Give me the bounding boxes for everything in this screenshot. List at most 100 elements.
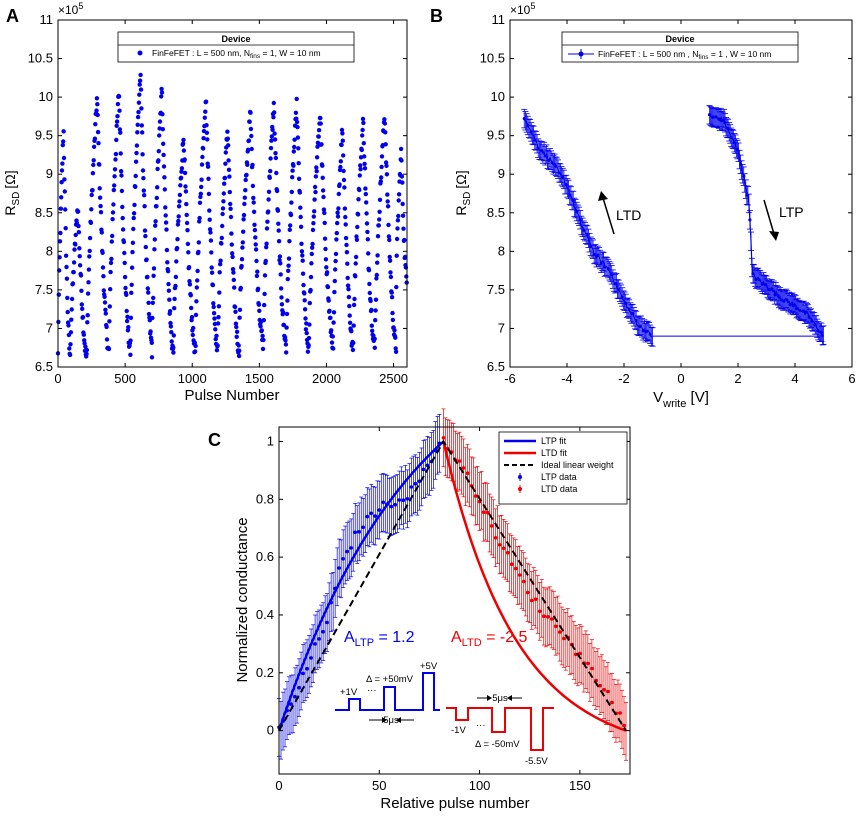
panel-a-data-point xyxy=(392,328,397,333)
panel-a-data-point xyxy=(337,182,342,187)
panel-a-data-point xyxy=(122,250,127,256)
panel-a-data-point xyxy=(222,175,228,181)
panel-a-data-point xyxy=(77,246,82,251)
panel-a-data-point xyxy=(109,256,114,262)
panel-a-x-ticks: 0 500 1000 1500 2000 2500 xyxy=(54,20,408,386)
panel-a-data-point xyxy=(131,211,137,216)
panel-a-data-point xyxy=(107,304,113,309)
panel-a-data-point xyxy=(108,287,113,292)
panel-a-data-point xyxy=(84,351,89,357)
panel-c-legend-ltp-fit: LTP fit xyxy=(541,436,567,446)
panel-a-legend-title: Device xyxy=(221,34,250,44)
panel-c-ltd-data-point xyxy=(542,614,546,618)
panel-a-legend: Device FinFeFET : L = 500 nm, Nfins = 1,… xyxy=(117,31,355,63)
panel-a-data-point xyxy=(360,127,365,133)
panel-a-data-point xyxy=(113,151,119,157)
panel-a-data-point xyxy=(236,343,241,348)
panel-c-ltp-data-point xyxy=(389,504,394,509)
panel-b-data-point xyxy=(711,115,715,119)
panel-a-data-point xyxy=(128,352,133,357)
panel-a-data-point xyxy=(146,311,152,317)
panel-a-data-point xyxy=(197,215,202,221)
panel-a-data-point xyxy=(106,346,112,352)
panel-c-ltp-data-point xyxy=(361,525,366,530)
panel-a-data-point xyxy=(228,201,233,207)
panel-b-y-tick-label: 11 xyxy=(492,12,506,27)
panel-a-data-point xyxy=(115,101,121,107)
panel-a-data-point xyxy=(102,300,108,305)
panel-a-data-point xyxy=(402,254,408,260)
panel-a-data-point xyxy=(124,292,129,297)
panel-a-data-point xyxy=(278,261,283,266)
panel-a-data-point xyxy=(108,260,114,266)
panel-a-data-point xyxy=(283,342,289,347)
panel-a-data-point xyxy=(65,309,70,315)
panel-a-data-point xyxy=(281,322,287,328)
panel-a-data-point xyxy=(220,223,225,229)
panel-a-data-point xyxy=(75,209,81,214)
panel-a-data-point xyxy=(298,205,303,210)
panel-c-legend-ltp-data: LTP data xyxy=(541,472,577,482)
panel-c-ltp-data-point xyxy=(297,685,301,690)
panel-a-data-point xyxy=(173,283,178,289)
panel-a-data-point xyxy=(367,281,372,287)
panel-c-legend: LTP fit LTD fit Ideal linear weight LTP … xyxy=(498,431,628,505)
panel-a-data-point xyxy=(134,143,140,148)
panel-a-data-point xyxy=(186,265,192,270)
panel-b-y-tick-label: 7.5 xyxy=(487,282,505,297)
panel-a-data-point xyxy=(324,270,330,275)
panel-a-data-point xyxy=(69,296,75,302)
panel-a-data-point xyxy=(91,162,96,168)
panel-a-data-point xyxy=(366,251,371,256)
panel-a-data-point xyxy=(338,159,343,164)
panel-b-x-tick-label: -4 xyxy=(561,371,573,386)
panel-c-ltd-data-point xyxy=(505,550,510,555)
panel-a-data-point xyxy=(172,306,177,311)
panel-a-data-point xyxy=(107,319,112,324)
panel-b-data-point xyxy=(557,171,561,175)
panel-b-y-tick-label: 9 xyxy=(498,166,505,181)
panel-c-ltp-pulse-v5: +5V xyxy=(420,661,438,672)
panel-a-data-point xyxy=(355,212,361,217)
panel-b-y-tick-label: 8 xyxy=(498,243,505,258)
panel-c-ltd-data-point xyxy=(533,597,538,601)
panel-a-data-point xyxy=(59,168,65,173)
panel-a-data-point xyxy=(226,167,232,172)
panel-a-data-point xyxy=(98,203,103,209)
panel-a-data-point xyxy=(361,120,366,126)
panel-a-data-point xyxy=(339,142,344,148)
panel-b-data-point xyxy=(760,282,765,286)
panel-a-data-point xyxy=(214,348,220,353)
panel-a-data-point xyxy=(373,308,378,313)
panel-a-data-point xyxy=(368,298,373,304)
panel-b-data-point xyxy=(714,115,718,119)
panel-a-data-point xyxy=(257,308,262,313)
panel-a-data-point xyxy=(329,340,335,345)
panel-a-data-point xyxy=(377,197,383,202)
panel-a-data-point xyxy=(215,343,220,348)
panel-a-data-point xyxy=(268,145,274,151)
panel-a-data-point xyxy=(118,130,123,135)
panel-a-data-point xyxy=(236,353,242,359)
panel-a-data-point xyxy=(86,267,92,272)
panel-b-exponent: ×105 xyxy=(510,1,535,17)
panel-a-data-point xyxy=(358,167,363,172)
panel-a-data-point xyxy=(379,175,384,180)
panel-a-data-point xyxy=(146,290,151,295)
panel-a-data-point xyxy=(97,195,103,200)
panel-a-data-point xyxy=(251,195,256,201)
panel-a-data-point xyxy=(273,155,279,161)
panel-a-data-point xyxy=(135,114,141,120)
panel-b-data-point xyxy=(801,309,805,313)
panel-a-data-point xyxy=(331,346,336,351)
panel-a-data-point xyxy=(313,174,319,179)
panel-a-data-point xyxy=(251,200,256,205)
panel-a-data-point xyxy=(69,317,74,322)
panel-c-ltd-fit-line xyxy=(442,441,627,732)
panel-a-data-point xyxy=(111,202,116,207)
panel-a-data-point xyxy=(335,214,341,219)
panel-a-data-point xyxy=(140,130,145,135)
panel-a-data-point xyxy=(400,180,405,185)
panel-a-data-point xyxy=(157,133,162,138)
panel-b-data-point xyxy=(582,228,586,232)
